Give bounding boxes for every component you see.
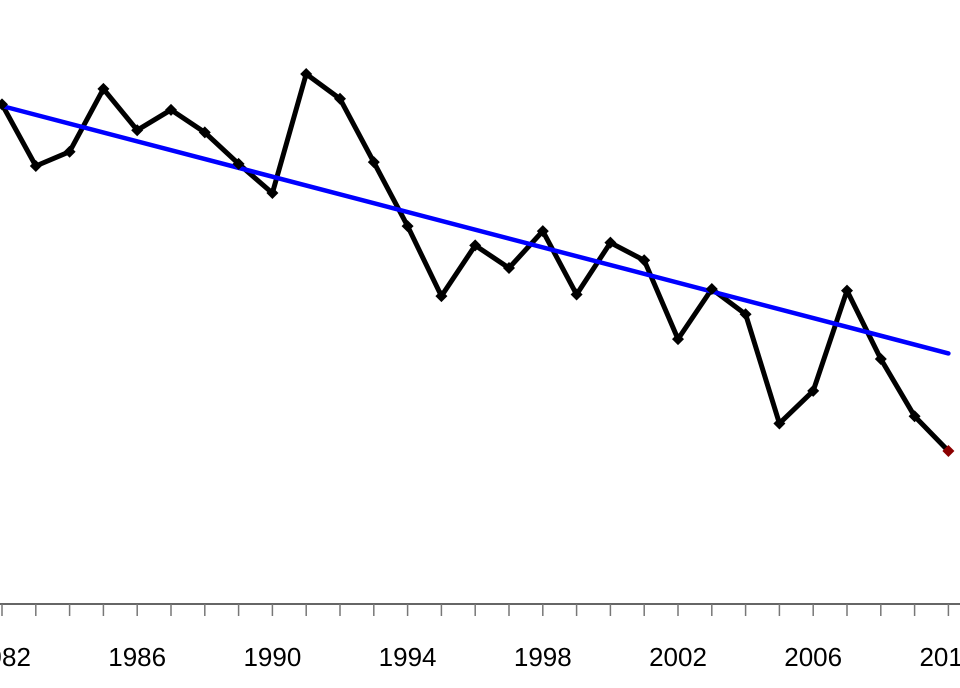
x-tick-label: 1998 — [514, 642, 572, 672]
x-tick-label: 1990 — [243, 642, 301, 672]
data-point — [401, 220, 414, 233]
data-point — [367, 156, 380, 169]
data-point — [841, 284, 853, 297]
data-point — [503, 262, 515, 275]
data-point — [874, 352, 887, 365]
data-point — [334, 92, 346, 105]
trend-line — [0, 103, 951, 356]
series-layer — [0, 71, 951, 454]
data-point — [198, 126, 211, 139]
data-point — [807, 384, 820, 397]
x-tick-label: 1994 — [379, 642, 437, 672]
data-point — [63, 145, 76, 158]
data-point — [570, 288, 583, 301]
data-point — [638, 254, 651, 267]
x-axis — [0, 603, 960, 616]
series-line — [0, 71, 951, 454]
data-point — [300, 68, 313, 80]
data-point — [773, 417, 786, 430]
data-point — [604, 236, 617, 249]
tick-labels: 1982 1986 1990 1994 1998 2002 2006 2010 — [0, 642, 960, 672]
x-tick-label: 2006 — [784, 642, 842, 672]
data-point — [705, 282, 718, 295]
data-point — [469, 239, 482, 252]
data-point — [0, 98, 8, 111]
x-tick-label: 1986 — [108, 642, 166, 672]
data-point — [908, 410, 921, 423]
data-point — [739, 308, 752, 321]
data-point — [29, 160, 42, 173]
data-point — [672, 333, 684, 346]
data-point — [435, 290, 448, 303]
highlight-point — [942, 445, 955, 457]
data-point — [165, 103, 177, 116]
x-tick-label: 1982 — [0, 642, 31, 672]
data-point — [232, 157, 245, 170]
data-point — [536, 225, 549, 238]
data-point — [97, 82, 110, 95]
data-point — [266, 187, 279, 200]
data-point — [131, 124, 144, 137]
x-tick-label: 2010 — [919, 642, 960, 672]
marker-layer — [0, 68, 955, 457]
x-tick-label: 2002 — [649, 642, 707, 672]
